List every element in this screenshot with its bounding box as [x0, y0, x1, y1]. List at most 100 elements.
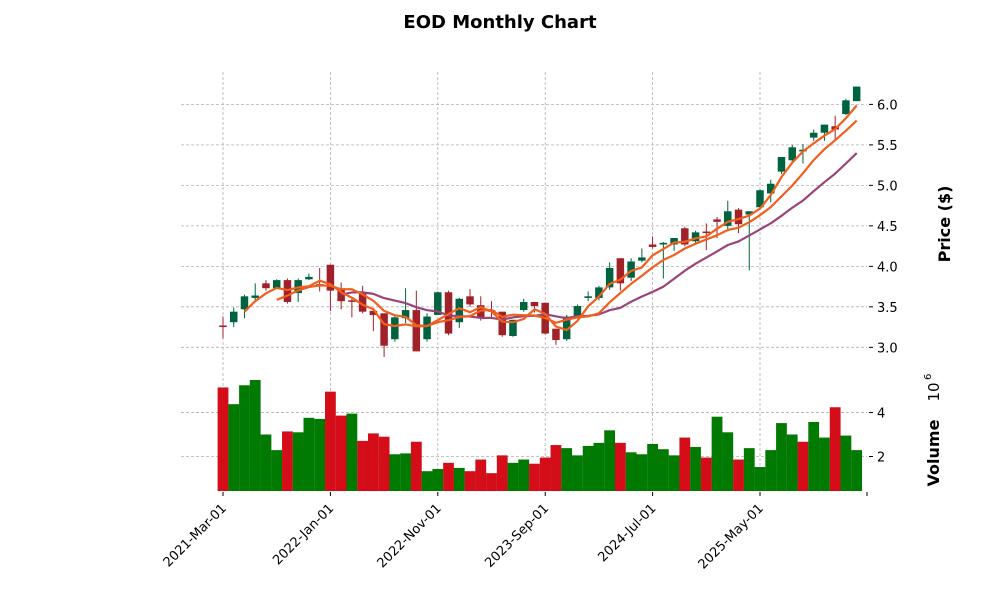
price-axis-label: Price ($)	[935, 186, 954, 263]
volume-bar	[657, 448, 669, 492]
x-tick-label: 2021-Mar-01	[161, 501, 230, 570]
volume-bar	[410, 441, 422, 492]
candle	[455, 297, 464, 328]
candle-body	[616, 258, 625, 284]
ma-line-ma6	[276, 119, 858, 328]
volume-bar	[367, 433, 379, 492]
candle	[809, 129, 818, 141]
volume-bar	[507, 462, 519, 492]
volume-bar	[689, 446, 702, 492]
volume-bar	[335, 415, 347, 492]
price-tick-label: 5.5	[877, 139, 898, 154]
candle-body	[498, 311, 506, 336]
candle-body	[552, 328, 560, 341]
volume-bar	[281, 431, 294, 492]
candle	[337, 282, 345, 310]
candle	[552, 328, 560, 345]
price-axis-ticks: 3.0 3.5 4.0 4.5 5.0 5.5 6.0	[869, 98, 898, 356]
candle-body	[455, 298, 464, 323]
candle	[627, 258, 635, 281]
volume-bar	[818, 437, 831, 492]
x-axis-ticks: 2021-Mar-01 2022-Jan-01 2022-Nov-01 2023-Se…	[161, 492, 868, 572]
volume-bar	[732, 459, 745, 492]
candle	[262, 280, 270, 291]
volume-bar	[432, 468, 444, 492]
candle-body	[756, 190, 764, 208]
volume-axis-ticks: 24	[869, 407, 885, 466]
volume-bar	[808, 421, 820, 492]
volume-bar	[292, 432, 304, 492]
volume-bar	[464, 470, 476, 492]
candle-body	[562, 316, 571, 340]
candle-body	[519, 301, 528, 311]
x-tick-label: 2025-May-01	[696, 501, 767, 572]
candle-body	[584, 296, 592, 298]
volume-bar	[260, 434, 272, 492]
price-tick-label: 6.0	[877, 98, 898, 113]
candle-body	[466, 296, 474, 305]
candle	[852, 86, 861, 102]
volume-bar	[518, 459, 530, 492]
candle-body	[380, 313, 388, 346]
candle	[734, 208, 743, 234]
candle	[466, 289, 474, 307]
candle	[681, 226, 689, 247]
price-tick-label: 3.0	[877, 341, 898, 356]
x-tick-label: 2024-Jul-01	[595, 501, 659, 565]
volume-bar	[389, 454, 401, 492]
volume-bar	[238, 385, 251, 492]
candle	[724, 200, 732, 231]
volume-bar	[625, 452, 637, 492]
volume-bar	[840, 435, 852, 492]
candle-body	[573, 306, 582, 317]
candle-body	[820, 124, 829, 133]
candle-body	[809, 132, 818, 138]
volume-bar	[421, 470, 433, 492]
ma-line-ma3	[243, 104, 858, 332]
volume-bar	[754, 466, 766, 492]
volume-bar	[228, 403, 240, 492]
volume-tick-label: 2	[877, 451, 885, 466]
volume-bar	[851, 449, 863, 492]
volume-bar	[539, 457, 551, 492]
candle	[240, 294, 249, 319]
volume-bar	[775, 422, 788, 492]
candle-body	[326, 264, 335, 291]
candle	[820, 124, 829, 141]
candle	[756, 189, 764, 209]
volume-bar	[829, 407, 841, 492]
candle	[412, 290, 421, 352]
volume-bar	[786, 434, 798, 492]
volume-bar	[636, 454, 648, 492]
volume-bar	[346, 413, 358, 492]
candle-body	[434, 292, 442, 315]
volume-bar	[303, 417, 315, 492]
candle	[219, 316, 227, 339]
candle-body	[358, 292, 367, 312]
candle-body	[595, 287, 603, 298]
candle-body	[401, 310, 410, 319]
volume-bar	[582, 445, 594, 492]
chart-title: EOD Monthly Chart	[403, 12, 597, 33]
candle	[305, 273, 313, 281]
candle-body	[509, 319, 517, 336]
candle	[391, 314, 399, 342]
candle	[326, 264, 335, 311]
candle	[423, 313, 431, 342]
volume-bar	[711, 416, 723, 492]
volume-tick-label: 4	[877, 407, 885, 422]
candle-body	[670, 238, 678, 245]
candle-body	[842, 100, 850, 115]
x-tick-label: 2023-Sep-01	[482, 501, 552, 571]
volume-bar	[765, 449, 777, 492]
volume-multiplier: 10 6	[923, 374, 943, 402]
candle-body	[627, 261, 635, 278]
x-tick-label: 2022-Jan-01	[270, 501, 337, 568]
candle-body	[745, 211, 754, 215]
volume-bars	[217, 379, 863, 492]
volume-bar	[550, 444, 562, 492]
candle	[251, 283, 259, 302]
candle	[380, 313, 388, 358]
volume-bar	[485, 472, 498, 492]
candle-body	[272, 280, 281, 289]
